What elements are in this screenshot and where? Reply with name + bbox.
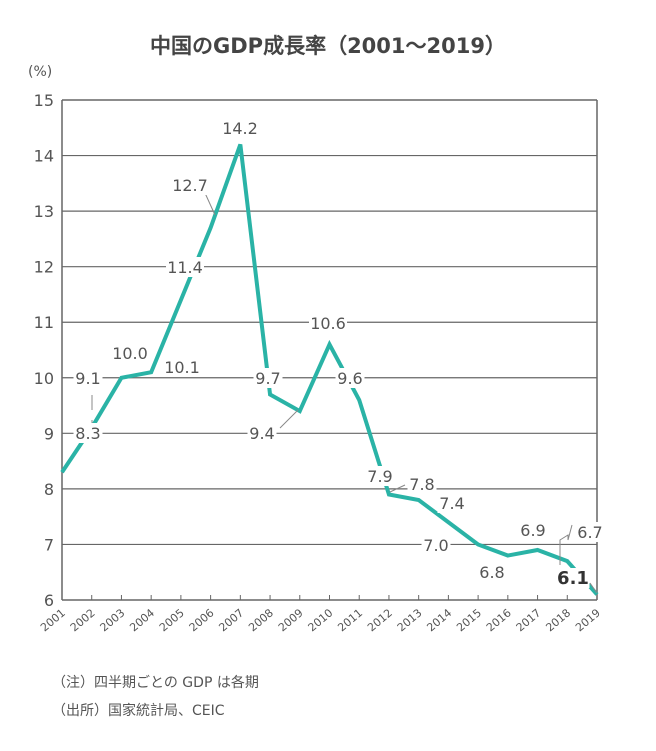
label-leader-line xyxy=(204,192,216,216)
source-text: （出所）国家統計局、CEIC xyxy=(52,703,225,719)
data-label: 7.0 xyxy=(423,536,448,555)
data-label: 6.7 xyxy=(577,523,602,542)
data-label-bg xyxy=(163,357,201,377)
gdp-growth-line xyxy=(60,143,599,596)
y-tick-label: 8 xyxy=(44,480,54,499)
data-label-bg xyxy=(309,313,347,333)
data-label-bg xyxy=(437,493,467,513)
data-label: 9.6 xyxy=(337,369,362,388)
note-text: （注）四半期ごとの GDP は各期 xyxy=(52,675,259,691)
x-tick-label: 2015 xyxy=(454,606,484,634)
x-tick-label: 2012 xyxy=(365,606,395,634)
x-tick-label: 2013 xyxy=(395,606,425,634)
y-tick-label: 15 xyxy=(34,91,54,110)
x-tick-label: 2019 xyxy=(573,606,603,634)
data-label-bg xyxy=(575,522,605,542)
x-tick-label: 2003 xyxy=(98,606,128,634)
data-label: 10.0 xyxy=(112,344,148,363)
label-leader-line xyxy=(389,484,406,493)
x-tick-label: 2017 xyxy=(514,606,544,634)
data-label: 14.2 xyxy=(222,119,258,138)
data-label-bg xyxy=(171,175,209,195)
data-label: 6.8 xyxy=(479,563,504,582)
y-tick-label: 10 xyxy=(34,369,54,388)
label-leader-line xyxy=(559,524,573,565)
x-tick-label: 2009 xyxy=(276,606,306,634)
chart-title: 中国のGDP成長率（2001〜2019） xyxy=(150,34,506,58)
y-tick-label: 9 xyxy=(44,424,54,443)
label-leader-line xyxy=(279,409,299,429)
data-label: 11.4 xyxy=(167,258,203,277)
x-tick-label: 2006 xyxy=(187,606,217,634)
x-tick-label: 2001 xyxy=(38,606,68,634)
x-tick-label: 2018 xyxy=(543,606,573,634)
data-label: 9.1 xyxy=(75,369,100,388)
data-label-bg xyxy=(365,466,395,486)
x-tick-label: 2016 xyxy=(484,606,514,634)
data-label: 9.7 xyxy=(255,369,280,388)
data-label-bg xyxy=(477,562,507,582)
data-label-bg xyxy=(518,520,548,540)
data-label-bg xyxy=(247,423,277,443)
x-tick-label: 2002 xyxy=(68,606,98,634)
x-tick-label: 2008 xyxy=(246,606,276,634)
x-tick-label: 2011 xyxy=(335,606,365,634)
x-tick-label: 2005 xyxy=(157,606,187,634)
data-label: 7.9 xyxy=(367,467,392,486)
data-label-bg xyxy=(253,368,283,388)
data-label: 9.4 xyxy=(249,424,274,443)
y-tick-label: 12 xyxy=(34,258,54,277)
x-tick-label: 2007 xyxy=(216,606,246,634)
data-label: 7.4 xyxy=(439,494,464,513)
y-tick-label: 13 xyxy=(34,202,54,221)
x-tick-label: 2004 xyxy=(127,606,157,634)
data-label-bg xyxy=(73,368,103,388)
data-label-bg xyxy=(556,568,590,588)
data-label: 12.7 xyxy=(172,176,208,195)
x-tick-label: 2014 xyxy=(425,606,455,634)
y-tick-label: 7 xyxy=(44,535,54,554)
data-label-bg xyxy=(166,257,204,277)
label-leader-line xyxy=(589,582,598,594)
data-label-bg xyxy=(73,423,103,443)
y-tick-label: 14 xyxy=(34,147,54,166)
data-label: 10.1 xyxy=(164,358,200,377)
data-label-bg xyxy=(335,368,365,388)
y-tick-label: 11 xyxy=(34,313,54,332)
data-label-bg xyxy=(407,474,437,494)
y-axis-unit: (%) xyxy=(28,64,53,80)
data-label: 8.3 xyxy=(75,424,100,443)
data-label-bg xyxy=(221,118,259,138)
y-tick-label: 6 xyxy=(44,591,54,610)
x-tick-label: 2010 xyxy=(306,606,336,634)
data-label: 10.6 xyxy=(310,314,346,333)
data-label-bg xyxy=(421,535,451,555)
data-label-bg xyxy=(111,343,149,363)
data-label: 6.1 xyxy=(557,568,589,589)
data-label: 7.8 xyxy=(409,475,434,494)
data-label: 6.9 xyxy=(520,521,545,540)
